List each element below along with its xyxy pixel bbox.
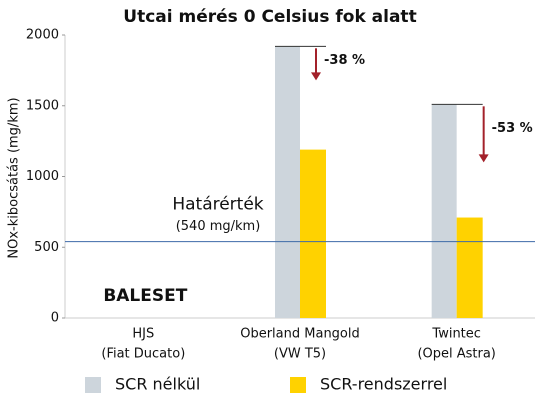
bar: [300, 149, 326, 318]
x-tick-label: Oberland Mangold: [240, 327, 360, 342]
arrow-head: [478, 154, 489, 163]
chart-title: Utcai mérés 0 Celsius fok alatt: [123, 7, 416, 27]
bar: [275, 46, 300, 318]
annotation: BALESET: [103, 286, 187, 306]
y-axis-label: NOx-kibocsátás (mg/km): [7, 97, 22, 258]
bar: [431, 104, 457, 319]
y-tick-label: 500: [34, 240, 59, 255]
threshold-label: (540 mg/km): [176, 219, 261, 234]
annotation: -53 %: [492, 121, 533, 136]
annotation: -38 %: [324, 53, 365, 68]
arrow-head: [311, 72, 321, 81]
legend-swatch: [290, 377, 306, 393]
x-tick-label: (Opel Astra): [417, 347, 495, 362]
y-tick-label: 2000: [26, 28, 59, 43]
x-tick-label: (Fiat Ducato): [101, 347, 185, 362]
y-tick-label: 1000: [26, 169, 59, 184]
x-tick-label: HJS: [132, 327, 154, 342]
legend-swatch: [85, 377, 101, 393]
bar: [456, 217, 483, 318]
threshold-title: Határérték: [172, 195, 263, 215]
y-tick-label: 1500: [26, 98, 59, 113]
legend-label: SCR-rendszerrel: [320, 375, 447, 394]
x-tick-label: (VW T5): [274, 347, 326, 362]
legend-label: SCR nélkül: [115, 375, 200, 394]
y-tick-label: 0: [51, 311, 59, 326]
x-tick-label: Twintec: [431, 327, 481, 342]
